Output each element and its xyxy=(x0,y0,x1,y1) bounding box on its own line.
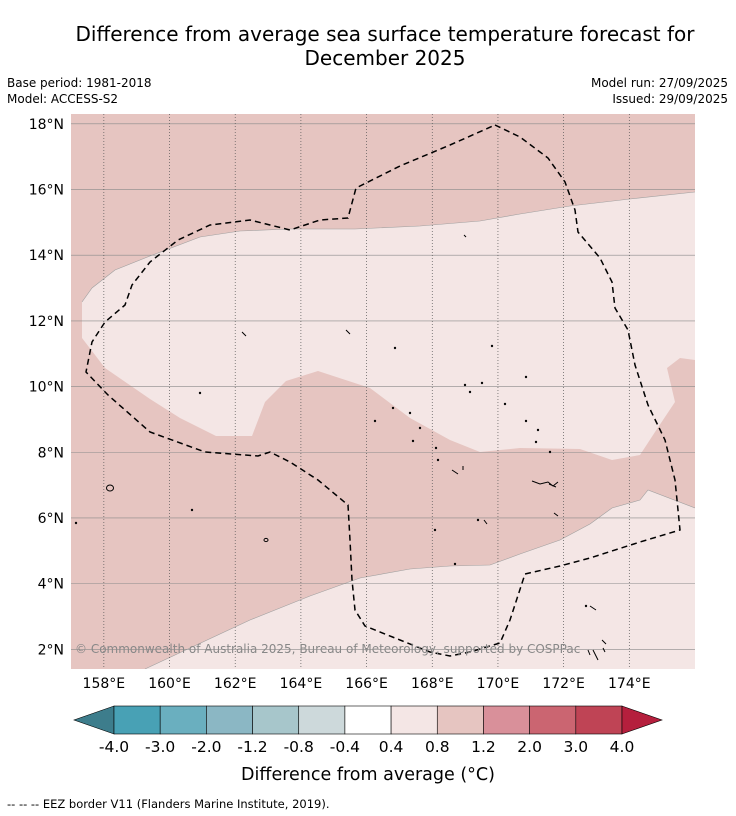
colorbar-segment xyxy=(113,705,161,735)
lat-tick-label: 4°N xyxy=(38,577,64,593)
colorbar-extend-low xyxy=(73,705,115,735)
colorbar-segment xyxy=(575,705,623,735)
anomaly-band-0.4-0.8-south xyxy=(145,490,695,669)
colorbar-tick-label: 3.0 xyxy=(563,738,588,756)
island-kwajalein xyxy=(451,469,559,488)
lon-tick-label: 174°E xyxy=(608,676,651,692)
model-name: Model: ACCESS-S2 xyxy=(7,92,119,106)
colorbar-tick-label: -2.0 xyxy=(191,738,221,756)
eez-footnote: -- -- -- EEZ border V11 (Flanders Marine… xyxy=(7,797,330,811)
colorbar-segment xyxy=(529,705,577,735)
colorbar-title: Difference from average (°C) xyxy=(241,765,495,785)
lat-tick-label: 6°N xyxy=(38,511,64,527)
base-period: Base period: 1981-2018 xyxy=(7,76,152,90)
lon-tick-label: 158°E xyxy=(83,676,126,692)
lon-tick-label: 162°E xyxy=(214,676,257,692)
island-misc xyxy=(241,234,607,656)
colorbar-tick-label: -0.4 xyxy=(330,738,360,756)
lon-tick-label: 172°E xyxy=(542,676,585,692)
lat-axis: 2°N 4°N 6°N 8°N 10°N 12°N 14°N 16°N 18°N xyxy=(29,117,64,658)
island-kosrae xyxy=(263,537,269,543)
colorbar-tick-label: -3.0 xyxy=(145,738,175,756)
model-run: Model run: 27/09/2025 xyxy=(590,76,728,90)
lon-tick-label: 160°E xyxy=(148,676,191,692)
colorbar-tick-label: -1.2 xyxy=(237,738,267,756)
eez-border xyxy=(85,124,681,657)
page-title: Difference from average sea surface temp… xyxy=(40,22,730,70)
lon-axis: 158°E 160°E 162°E 164°E 166°E 168°E 170°E 172°E… xyxy=(83,676,651,692)
colorbar-segment xyxy=(436,705,484,735)
lon-tick-label: 168°E xyxy=(411,676,454,692)
colorbar-segment xyxy=(483,705,530,735)
colorbar-extend-high xyxy=(621,705,663,735)
island-pohnpei xyxy=(106,484,114,492)
colorbar-tick-label: 1.2 xyxy=(471,738,496,756)
meta-right: Model run: 27/09/2025 Issued: 29/09/2025 xyxy=(591,75,728,107)
lon-tick-label: 166°E xyxy=(345,676,388,692)
title-line-2: December 2025 xyxy=(304,46,466,70)
contour-line-north xyxy=(81,191,695,303)
colorbar-segment xyxy=(159,705,207,735)
colorbar-tick-label: 0.4 xyxy=(379,738,404,756)
contour-line-south xyxy=(144,489,695,669)
meta-left: Base period: 1981-2018 Model: ACCESS-S2 xyxy=(7,75,152,107)
lat-tick-label: 16°N xyxy=(29,183,64,199)
copyright-notice: © Commonwealth of Australia 2025, Bureau… xyxy=(75,642,580,656)
lat-tick-label: 14°N xyxy=(29,248,64,264)
lat-tick-label: 18°N xyxy=(29,117,64,133)
lon-tick-label: 164°E xyxy=(280,676,323,692)
issued-date: Issued: 29/09/2025 xyxy=(612,92,728,106)
island-majuro xyxy=(483,512,559,525)
colorbar-tick-label: 4.0 xyxy=(610,738,635,756)
colorbar-tick-label: 0.8 xyxy=(425,738,450,756)
colorbar-tick-label: -4.0 xyxy=(99,738,129,756)
colorbar-tick-label: 2.0 xyxy=(517,738,542,756)
colorbar-tick-label: -0.8 xyxy=(284,738,314,756)
lat-tick-label: 8°N xyxy=(38,445,64,461)
colorbar-segment xyxy=(390,705,438,735)
colorbar-segment xyxy=(344,705,392,735)
island-tarawa xyxy=(589,605,606,661)
lat-tick-label: 2°N xyxy=(38,642,64,658)
colorbar-segment xyxy=(298,705,346,735)
gridlines xyxy=(71,114,695,669)
map-area: © Commonwealth of Australia 2025, Bureau… xyxy=(71,114,695,669)
colorbar-segment xyxy=(206,705,253,735)
title-line-1: Difference from average sea surface temp… xyxy=(75,22,695,46)
lat-tick-label: 10°N xyxy=(29,380,64,396)
islands xyxy=(74,234,607,661)
colorbar: -4.0 -3.0 -2.0 -1.2 -0.8 -0.4 0.4 0.8 1.2 2.0 3.0 4… xyxy=(73,705,663,756)
lat-tick-label: 12°N xyxy=(29,314,64,330)
colorbar-segment xyxy=(252,705,300,735)
lon-tick-label: 170°E xyxy=(477,676,520,692)
